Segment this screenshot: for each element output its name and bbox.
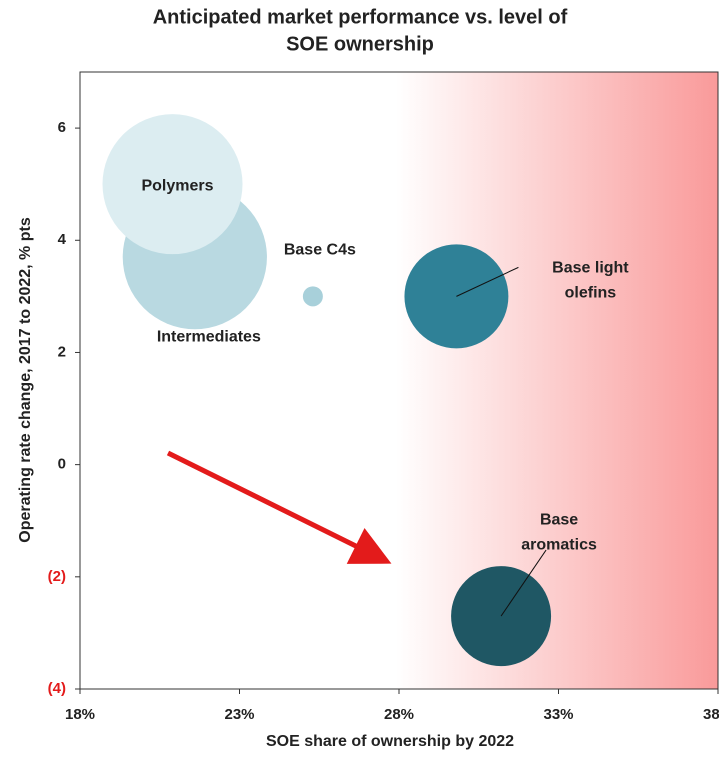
bubble-label: Base — [540, 511, 578, 528]
bubble-label: olefins — [565, 285, 617, 302]
y-tick-label: 6 — [58, 119, 66, 136]
chart-title: SOE ownership — [286, 33, 434, 55]
x-tick-label: 23% — [224, 706, 254, 723]
bubble-label: Polymers — [141, 177, 213, 194]
bubble — [102, 114, 243, 255]
bubble-label: Base C4s — [284, 242, 356, 259]
x-tick-label: 28% — [384, 706, 414, 723]
leader-line — [500, 549, 547, 617]
y-tick-label: 2 — [58, 343, 66, 360]
y-tick-label: 0 — [58, 456, 66, 473]
y-tick-label: (4) — [48, 680, 66, 697]
bubble-label: Base light — [552, 260, 629, 277]
trend-arrow — [166, 450, 392, 564]
y-tick-label: (2) — [48, 568, 66, 585]
bubble — [302, 286, 323, 307]
bubble-label: aromatics — [521, 536, 597, 553]
shaded-region — [396, 72, 718, 689]
bubble-label: Intermediates — [157, 328, 261, 345]
y-tick-label: 4 — [58, 231, 67, 248]
x-axis-title: SOE share of ownership by 2022 — [266, 733, 514, 750]
leader-line — [456, 266, 519, 297]
y-axis-title: Operating rate change, 2017 to 2022, % p… — [17, 217, 34, 543]
chart-title: Anticipated market performance vs. level… — [153, 6, 568, 28]
x-tick-label: 18% — [65, 706, 95, 723]
x-tick-label: 33% — [543, 706, 573, 723]
bubble — [451, 566, 552, 667]
x-tick-label: 38% — [703, 706, 719, 723]
